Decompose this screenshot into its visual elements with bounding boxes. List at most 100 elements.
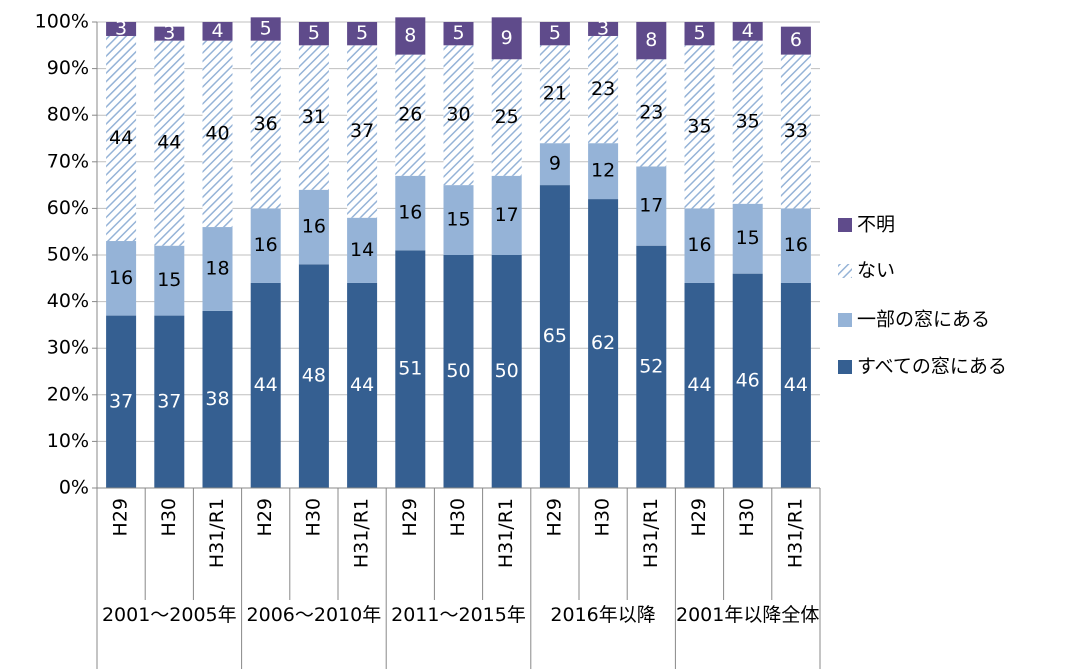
- x-tick-label: H29: [543, 498, 565, 536]
- y-tick-label: 70%: [47, 150, 89, 172]
- bar-segment: [202, 227, 233, 311]
- data-label: 5: [549, 22, 561, 44]
- data-label: 62: [591, 332, 615, 354]
- data-label: 8: [404, 24, 416, 46]
- y-tick-label: 50%: [47, 244, 89, 266]
- data-label: 65: [543, 325, 567, 347]
- bar-segment: [250, 40, 281, 209]
- bar-segment: [588, 199, 619, 488]
- bar-segment: [154, 26, 185, 41]
- data-label: 37: [109, 390, 133, 412]
- data-label: 33: [784, 120, 808, 142]
- bar-segment: [298, 189, 329, 265]
- x-tick-label: H31/R1: [351, 498, 373, 568]
- data-label: 52: [639, 355, 663, 377]
- y-tick-label: 90%: [47, 57, 89, 79]
- x-tick-label: H30: [302, 498, 324, 536]
- bar-segment: [491, 59, 522, 176]
- y-tick-label: 20%: [47, 383, 89, 405]
- bar-segment: [636, 22, 667, 60]
- bar-segment: [588, 143, 619, 200]
- data-label: 15: [736, 227, 760, 249]
- bar-segment: [154, 40, 185, 246]
- data-label: 16: [398, 202, 422, 224]
- data-label: 51: [398, 358, 422, 380]
- data-label: 16: [687, 234, 711, 256]
- data-label: 17: [495, 204, 519, 226]
- data-label: 3: [163, 22, 175, 44]
- legend-swatch: [838, 264, 852, 278]
- group-label: 2016年以降: [550, 604, 656, 626]
- bar-segment: [154, 315, 185, 488]
- bar-segment: [684, 282, 715, 488]
- bar-segment: [347, 282, 378, 488]
- data-label: 16: [254, 234, 278, 256]
- data-label: 31: [302, 106, 326, 128]
- data-label: 37: [350, 120, 374, 142]
- bar-segment: [780, 208, 811, 283]
- bar-segment: [298, 22, 329, 46]
- data-label: 9: [501, 27, 513, 49]
- data-label: 8: [645, 29, 657, 51]
- bar-segment: [684, 208, 715, 283]
- group-label: 2006〜2010年: [246, 604, 382, 626]
- data-label: 16: [784, 234, 808, 256]
- data-label: 18: [205, 257, 229, 279]
- bar-segment: [732, 22, 763, 41]
- data-label: 9: [549, 153, 561, 175]
- x-tick-label: H30: [736, 498, 758, 536]
- x-tick-label: H31/R1: [784, 498, 806, 568]
- data-label: 5: [693, 22, 705, 44]
- data-label: 44: [157, 132, 181, 154]
- x-tick-label: H30: [447, 498, 469, 536]
- bar-segment: [443, 45, 474, 186]
- legend-label: 一部の窓にある: [857, 309, 990, 331]
- bar-segment: [588, 35, 619, 144]
- data-label: 44: [784, 374, 808, 396]
- bar-segment: [491, 255, 522, 488]
- y-tick-label: 10%: [47, 430, 89, 452]
- bar-segment: [780, 282, 811, 488]
- bar-segment: [539, 143, 570, 186]
- bar-segment: [539, 185, 570, 488]
- bar-segment: [395, 54, 426, 176]
- legend-swatch: [838, 313, 852, 327]
- bar-segment: [539, 22, 570, 46]
- data-label: 25: [495, 106, 519, 128]
- bar-segment: [202, 40, 233, 228]
- group-label: 2011〜2015年: [391, 604, 526, 626]
- data-label: 44: [687, 374, 711, 396]
- bar-segment: [684, 45, 715, 209]
- y-tick-label: 40%: [47, 290, 89, 312]
- x-tick-label: H29: [399, 498, 421, 536]
- x-tick-label: H29: [688, 498, 710, 536]
- bar-segment: [298, 264, 329, 488]
- bar-segment: [732, 203, 763, 274]
- x-tick-label: H29: [254, 498, 276, 536]
- y-tick-label: 30%: [47, 337, 89, 359]
- bar-segment: [250, 17, 281, 41]
- x-tick-label: H31/R1: [206, 498, 228, 568]
- bar-segment: [395, 17, 426, 55]
- bar-segment: [636, 166, 667, 246]
- bar-segment: [395, 175, 426, 251]
- data-label: 23: [591, 78, 615, 100]
- data-label: 38: [205, 388, 229, 410]
- data-label: 37: [157, 390, 181, 412]
- bar-segment: [250, 208, 281, 283]
- y-tick-label: 80%: [47, 104, 89, 126]
- data-label: 35: [736, 111, 760, 133]
- bar-segment: [780, 26, 811, 55]
- bar-segment: [539, 45, 570, 144]
- group-label: 2001年以降全体: [676, 604, 820, 626]
- bar-segment: [347, 22, 378, 46]
- bar-segment: [491, 175, 522, 255]
- data-label: 15: [446, 209, 470, 231]
- y-tick-label: 0%: [59, 477, 89, 499]
- bar-segment: [732, 40, 763, 204]
- data-label: 44: [254, 374, 278, 396]
- data-label: 44: [350, 374, 374, 396]
- bar-segment: [347, 217, 378, 283]
- data-label: 4: [211, 20, 223, 42]
